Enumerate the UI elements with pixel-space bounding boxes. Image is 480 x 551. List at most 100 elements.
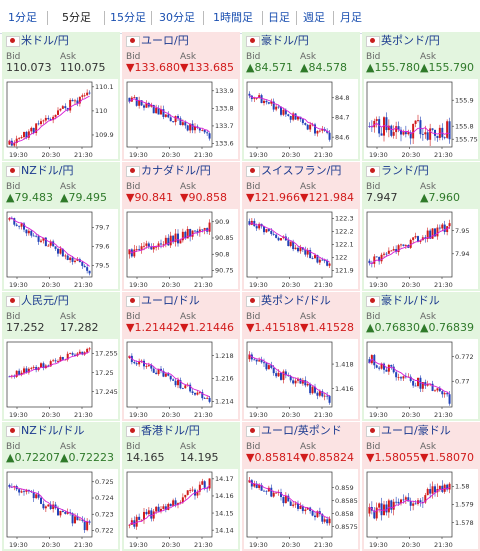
- candle-body: [52, 360, 55, 362]
- price-chart[interactable]: 84.8 84.7 84.6 19:30 20:30 21:30: [244, 79, 358, 159]
- price-chart[interactable]: 14.17 14.16 14.15 14.14 19:30 20:30 21:30: [124, 469, 238, 549]
- pair-name-text[interactable]: ランド/円: [381, 164, 429, 177]
- price-chart[interactable]: 1.418 1.416 19:30 20:30 21:30: [244, 339, 358, 419]
- pair-name-text[interactable]: ユーロ/ドル: [141, 294, 200, 307]
- candle-body: [164, 506, 167, 510]
- pair-name-text[interactable]: NZドル/ドル: [21, 424, 85, 437]
- rate-panel[interactable]: 米ドル/円 Bid Ask 110.073 110.075 110.1 110 109.9 19…: [2, 32, 120, 161]
- rate-panel[interactable]: NZドル/円 Bid Ask ▲79.483 ▲79.495 79.7 79.6 79.5 19…: [2, 162, 120, 291]
- y-tick-label: 121.9: [335, 267, 354, 275]
- pair-name-text[interactable]: ユーロ/英ポンド: [261, 424, 342, 437]
- price-chart-svg: 1.418 1.416 19:30 20:30 21:30: [246, 341, 354, 419]
- rate-panel[interactable]: 人民元/円 Bid Ask 17.252 17.282 17.255 17.25 17.245…: [2, 292, 120, 421]
- pair-name-text[interactable]: カナダドル/円: [141, 164, 211, 177]
- price-chart[interactable]: 90.9 90.85 90.8 90.75 19:30 20:30 21:30: [124, 209, 238, 289]
- pair-name[interactable]: ランド/円: [366, 164, 429, 178]
- price-chart[interactable]: 155.9 155.8 155.75 19:30 20:30 21:30: [364, 79, 478, 159]
- rate-panel[interactable]: NZドル/ドル Bid Ask ▲0.72207 ▲0.72223 0.725 0.724 0…: [2, 422, 120, 551]
- candle-body: [414, 385, 417, 387]
- tab-1hour[interactable]: 1時間足: [213, 11, 253, 24]
- tab-monthly[interactable]: 月足: [340, 11, 362, 24]
- rate-panel[interactable]: 豪ドル/ドル Bid Ask ▲0.76830 ▲0.76839 0.772 0.77 19:…: [362, 292, 480, 421]
- candle-body: [42, 120, 45, 122]
- price-chart[interactable]: 133.9 133.8 133.7 133.6 19:30 20:30 21:30: [124, 79, 238, 159]
- rate-panel[interactable]: 香港ドル/円 Bid Ask 14.165 14.195 14.17 14.16 14.15 1…: [122, 422, 240, 551]
- candle-body: [71, 513, 74, 524]
- pair-name[interactable]: 英ポンド/円: [366, 34, 440, 48]
- candle-body: [133, 362, 136, 364]
- price-chart[interactable]: 79.7 79.6 79.5 19:30 20:30 21:30: [4, 209, 118, 289]
- price-chart[interactable]: 0.859 0.8585 0.858 0.8575 19:30 20:30 21:30: [244, 469, 358, 549]
- pair-name[interactable]: スイスフラン/円: [246, 164, 341, 178]
- tab-5min[interactable]: 5分足: [62, 11, 91, 24]
- pair-name-text[interactable]: NZドル/円: [21, 164, 74, 177]
- candle-body: [316, 511, 319, 518]
- price-chart[interactable]: 122.3 122.2 122.1 122 121.9 19:30 20:30 21:30: [244, 209, 358, 289]
- rate-panel[interactable]: カナダドル/円 Bid Ask ▼90.841 ▼90.858 90.9 90.85 90.8…: [122, 162, 240, 291]
- price-chart[interactable]: 1.218 1.216 1.214 19:30 20:30 21:30: [124, 339, 238, 419]
- tab-15min[interactable]: 15分足: [110, 11, 146, 24]
- pair-name-text[interactable]: スイスフラン/円: [261, 164, 342, 177]
- pair-name-text[interactable]: 豪ドル/円: [261, 34, 309, 47]
- pair-name[interactable]: 香港ドル/円: [126, 424, 200, 438]
- candle-body: [326, 260, 329, 266]
- pair-name-text[interactable]: 人民元/円: [21, 294, 69, 307]
- candle-body: [417, 377, 419, 387]
- pair-name[interactable]: 豪ドル/円: [246, 34, 309, 48]
- pair-name[interactable]: ユーロ/豪ドル: [366, 424, 451, 438]
- pair-name[interactable]: NZドル/ドル: [6, 424, 84, 438]
- candle-body: [297, 247, 299, 252]
- candle-body: [128, 524, 131, 526]
- candle-body: [263, 362, 265, 364]
- price-chart[interactable]: 7.95 7.94 19:30 20:30 21:30: [364, 209, 478, 289]
- rate-panel[interactable]: 英ポンド/円 Bid Ask ▲155.780 ▲155.790 155.9 155.8 15…: [362, 32, 480, 161]
- ask-label: Ask: [180, 312, 197, 322]
- tab-30min[interactable]: 30分足: [159, 11, 195, 24]
- candle-body: [402, 132, 405, 135]
- rate-panel[interactable]: ランド/円 Bid Ask 7.947 ▲7.960 7.95 7.94 19:30 20:30…: [362, 162, 480, 291]
- price-chart[interactable]: 110.1 110 109.9 19:30 20:30 21:30: [4, 79, 118, 159]
- candle-body: [280, 492, 282, 498]
- pair-name[interactable]: NZドル/円: [6, 164, 73, 178]
- candle-body: [61, 248, 64, 257]
- rate-panel[interactable]: 英ポンド/ドル Bid Ask ▼1.41518 ▼1.41528 1.418 1.416 1…: [242, 292, 360, 421]
- rate-panel[interactable]: スイスフラン/円 Bid Ask ▼121.966 ▼121.984 122.3 122.2…: [242, 162, 360, 291]
- rate-panel[interactable]: ユーロ/英ポンド Bid Ask ▼0.85814 ▼0.85824 0.859 0.858…: [242, 422, 360, 551]
- candle-body: [189, 123, 192, 131]
- price-chart[interactable]: 1.58 1.579 1.578 19:30 20:30 21:30: [364, 469, 478, 549]
- pair-name[interactable]: ユーロ/ドル: [126, 294, 200, 308]
- candle-body: [150, 510, 153, 519]
- pair-name-text[interactable]: 英ポンド/円: [381, 34, 440, 47]
- candle-body: [438, 388, 441, 392]
- y-tick-label: 14.17: [215, 475, 234, 483]
- candle-body: [143, 245, 145, 247]
- ask-price: 17.282: [60, 321, 99, 334]
- pair-name[interactable]: 英ポンド/ドル: [246, 294, 331, 308]
- pair-name-text[interactable]: ユーロ/円: [141, 34, 189, 47]
- pair-name-text[interactable]: 香港ドル/円: [141, 424, 200, 437]
- tab-1min[interactable]: 1分足: [8, 11, 37, 24]
- candle-body: [294, 380, 297, 384]
- tab-daily[interactable]: 日足: [268, 11, 290, 24]
- pair-name-text[interactable]: ユーロ/豪ドル: [381, 424, 451, 437]
- price-chart[interactable]: 0.725 0.724 0.723 0.722 19:30 20:30 21:30: [4, 469, 118, 549]
- price-chart[interactable]: 17.255 17.25 17.245 19:30 20:30 21:30: [4, 339, 118, 419]
- tab-weekly[interactable]: 週足: [303, 11, 325, 24]
- rate-panel[interactable]: ユーロ/ドル Bid Ask ▼1.21442 ▼1.21446 1.218 1.216 1.…: [122, 292, 240, 421]
- pair-name[interactable]: 米ドル/円: [6, 34, 69, 48]
- pair-name-text[interactable]: 豪ドル/ドル: [381, 294, 440, 307]
- pair-name-text[interactable]: 英ポンド/ドル: [261, 294, 331, 307]
- price-chart[interactable]: 0.772 0.77 19:30 20:30 21:30: [364, 339, 478, 419]
- candle-body: [208, 397, 211, 402]
- rate-panel[interactable]: ユーロ/円 Bid Ask ▼133.680 ▼133.685 133.9 133.8 133…: [122, 32, 240, 161]
- pair-name[interactable]: ユーロ/円: [126, 34, 189, 48]
- pair-name[interactable]: 豪ドル/ドル: [366, 294, 440, 308]
- rate-panel[interactable]: ユーロ/豪ドル Bid Ask ▼1.58055 ▼1.58070 1.58 1.579 1.…: [362, 422, 480, 551]
- pair-name-text[interactable]: 米ドル/円: [21, 34, 69, 47]
- pair-name[interactable]: 人民元/円: [6, 294, 69, 308]
- candle-body: [284, 109, 287, 115]
- y-tick-label: 110.1: [95, 83, 114, 91]
- rate-panel[interactable]: 豪ドル/円 Bid Ask ▲84.571 ▲84.578 84.8 84.7 84.6 19:…: [242, 32, 360, 161]
- pair-name[interactable]: ユーロ/英ポンド: [246, 424, 342, 438]
- pair-name[interactable]: カナダドル/円: [126, 164, 211, 178]
